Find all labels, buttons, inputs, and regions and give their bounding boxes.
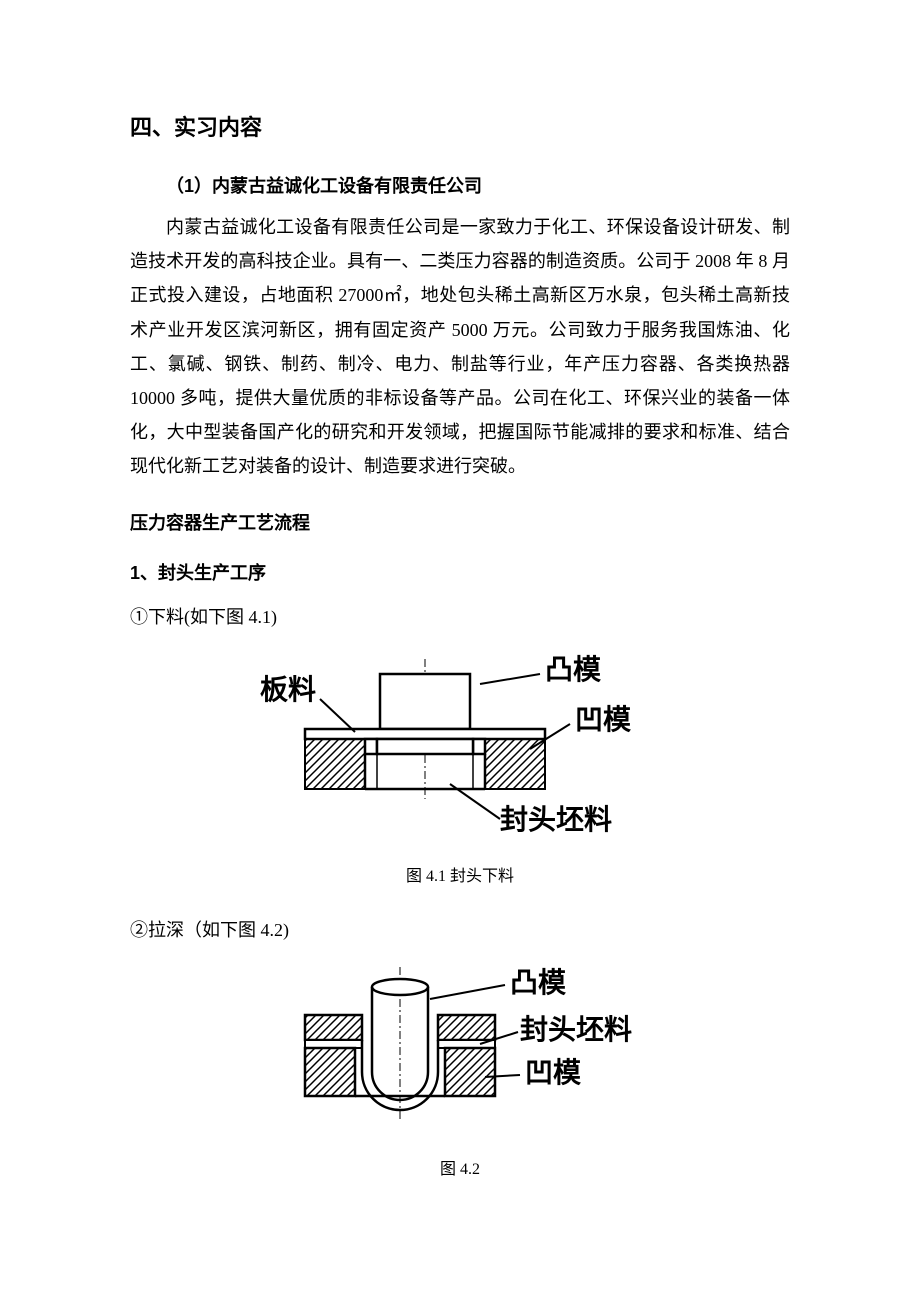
label-punch: 凸模 — [545, 654, 602, 686]
company-heading: （1）内蒙古益诚化工设备有限责任公司 — [130, 172, 790, 198]
label-blank-2: 封头坯料 — [520, 1014, 632, 1046]
figure-1-diagram: 板料 凸模 凹模 封头坯料 — [250, 644, 670, 844]
sub-heading: 1、封头生产工序 — [130, 559, 790, 585]
process-title: 压力容器生产工艺流程 — [130, 509, 790, 535]
label-blank: 封头坯料 — [500, 804, 612, 836]
label-plate: 板料 — [260, 674, 316, 706]
label-die: 凹模 — [575, 704, 632, 736]
company-paragraph: 内蒙古益诚化工设备有限责任公司是一家致力于化工、环保设备设计研发、制造技术开发的… — [130, 210, 790, 484]
section-title: 四、实习内容 — [130, 110, 790, 142]
figure-2-container: 凸模 封头坯料 凹模 图 4.2 — [130, 957, 790, 1179]
step-1-text: ①下料(如下图 4.1) — [130, 603, 790, 629]
figure-2-diagram: 凸模 封头坯料 凹模 — [270, 957, 650, 1137]
figure-1-container: 板料 凸模 凹模 封头坯料 图 4.1 封头下料 — [130, 644, 790, 886]
figure-1-caption: 图 4.1 封头下料 — [130, 862, 790, 886]
step-2-text: ②拉深（如下图 4.2) — [130, 916, 790, 942]
label-punch-2: 凸模 — [510, 967, 567, 999]
figure-2-caption: 图 4.2 — [130, 1155, 790, 1179]
label-die-2: 凹模 — [525, 1057, 582, 1089]
